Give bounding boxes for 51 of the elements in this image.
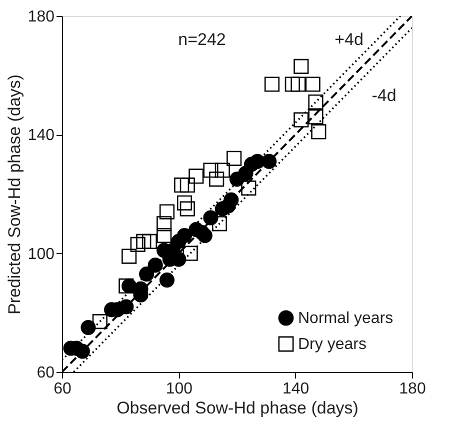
point <box>148 258 163 273</box>
point <box>136 234 152 250</box>
x-tick-label: 180 <box>399 380 426 398</box>
point <box>203 162 218 178</box>
point <box>226 150 242 166</box>
point <box>241 180 256 196</box>
point <box>80 320 96 336</box>
x-tick-label: 60 <box>54 380 72 398</box>
point <box>308 109 324 124</box>
point <box>290 76 306 92</box>
point <box>209 172 224 187</box>
x-tick-label: 140 <box>282 380 310 398</box>
point <box>180 201 195 216</box>
annotation: +4d <box>334 30 364 49</box>
point <box>174 178 190 193</box>
point <box>159 204 175 220</box>
point <box>176 228 192 244</box>
point <box>176 195 192 210</box>
x-tick-label: 100 <box>166 380 193 398</box>
point <box>182 246 198 261</box>
point <box>92 314 108 330</box>
y-tick-label: 100 <box>28 246 55 263</box>
point <box>159 272 175 288</box>
point <box>284 76 300 92</box>
point <box>156 216 172 232</box>
point <box>214 162 230 178</box>
y-tick-label: 180 <box>28 8 55 26</box>
legend-label: Dry years <box>298 336 366 353</box>
point <box>122 248 137 264</box>
annotation: n=242 <box>178 30 226 49</box>
point <box>294 58 309 74</box>
point <box>305 76 320 92</box>
x-axis-title: Observed Sow-Hd phase (days) <box>116 398 358 418</box>
legend-label: Normal years <box>298 310 394 327</box>
point <box>308 94 324 110</box>
point <box>118 278 134 294</box>
point <box>156 228 172 244</box>
y-tick-label: 140 <box>28 127 55 144</box>
y-axis-title: Predicted Sow-Hd phase (days) <box>4 74 24 315</box>
point <box>224 192 239 208</box>
point <box>212 216 228 232</box>
point <box>130 236 146 252</box>
point <box>311 124 326 140</box>
annotation: -4d <box>372 86 396 105</box>
point <box>294 112 309 128</box>
point <box>264 76 280 92</box>
point <box>74 344 90 359</box>
point <box>142 234 158 250</box>
point <box>188 168 204 184</box>
y-tick-label: 60 <box>36 364 55 382</box>
point <box>180 178 195 193</box>
